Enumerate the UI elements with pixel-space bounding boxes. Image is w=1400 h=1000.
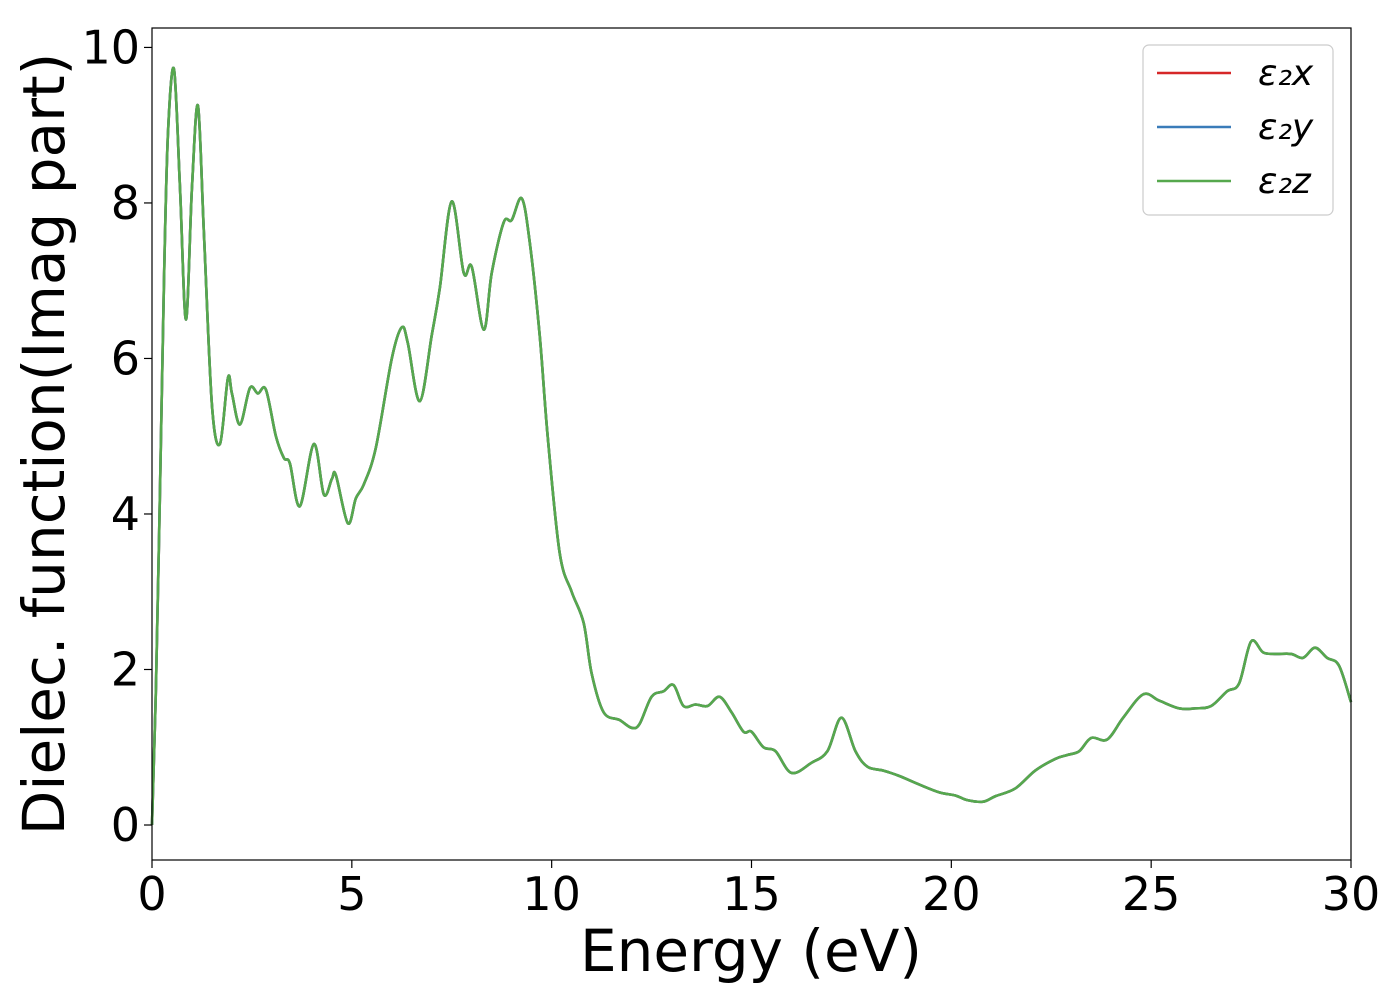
y-tick-label: 2: [111, 642, 140, 696]
series-line-3: [150, 66, 1353, 826]
x-tick-label: 10: [522, 867, 581, 921]
legend: ε₂x ε₂y ε₂z: [1142, 44, 1334, 216]
y-tick-label: 4: [111, 487, 140, 541]
x-tick-label: 20: [922, 867, 981, 921]
x-axis: 0 5 10 15 20 25 30: [137, 860, 1380, 921]
legend-label-3: ε₂z: [1258, 161, 1312, 202]
y-tick-label: 8: [111, 176, 140, 230]
y-tick-label: 0: [111, 798, 140, 852]
legend-label-1: ε₂x: [1258, 53, 1314, 94]
x-tick-label: 25: [1122, 867, 1181, 921]
y-axis: 0 2 4 6 8 10: [81, 20, 152, 852]
x-tick-label: 5: [337, 867, 366, 921]
series-lines: [150, 66, 1353, 826]
x-axis-title: Energy (eV): [580, 917, 922, 985]
x-tick-label: 30: [1322, 867, 1381, 921]
y-axis-title: Dielec. function(Imag part): [10, 53, 78, 836]
x-tick-label: 15: [722, 867, 781, 921]
x-tick-label: 0: [137, 867, 166, 921]
legend-box: [1142, 44, 1334, 216]
legend-label-2: ε₂y: [1258, 107, 1314, 148]
y-tick-label: 10: [81, 20, 140, 74]
y-tick-label: 6: [111, 331, 140, 385]
